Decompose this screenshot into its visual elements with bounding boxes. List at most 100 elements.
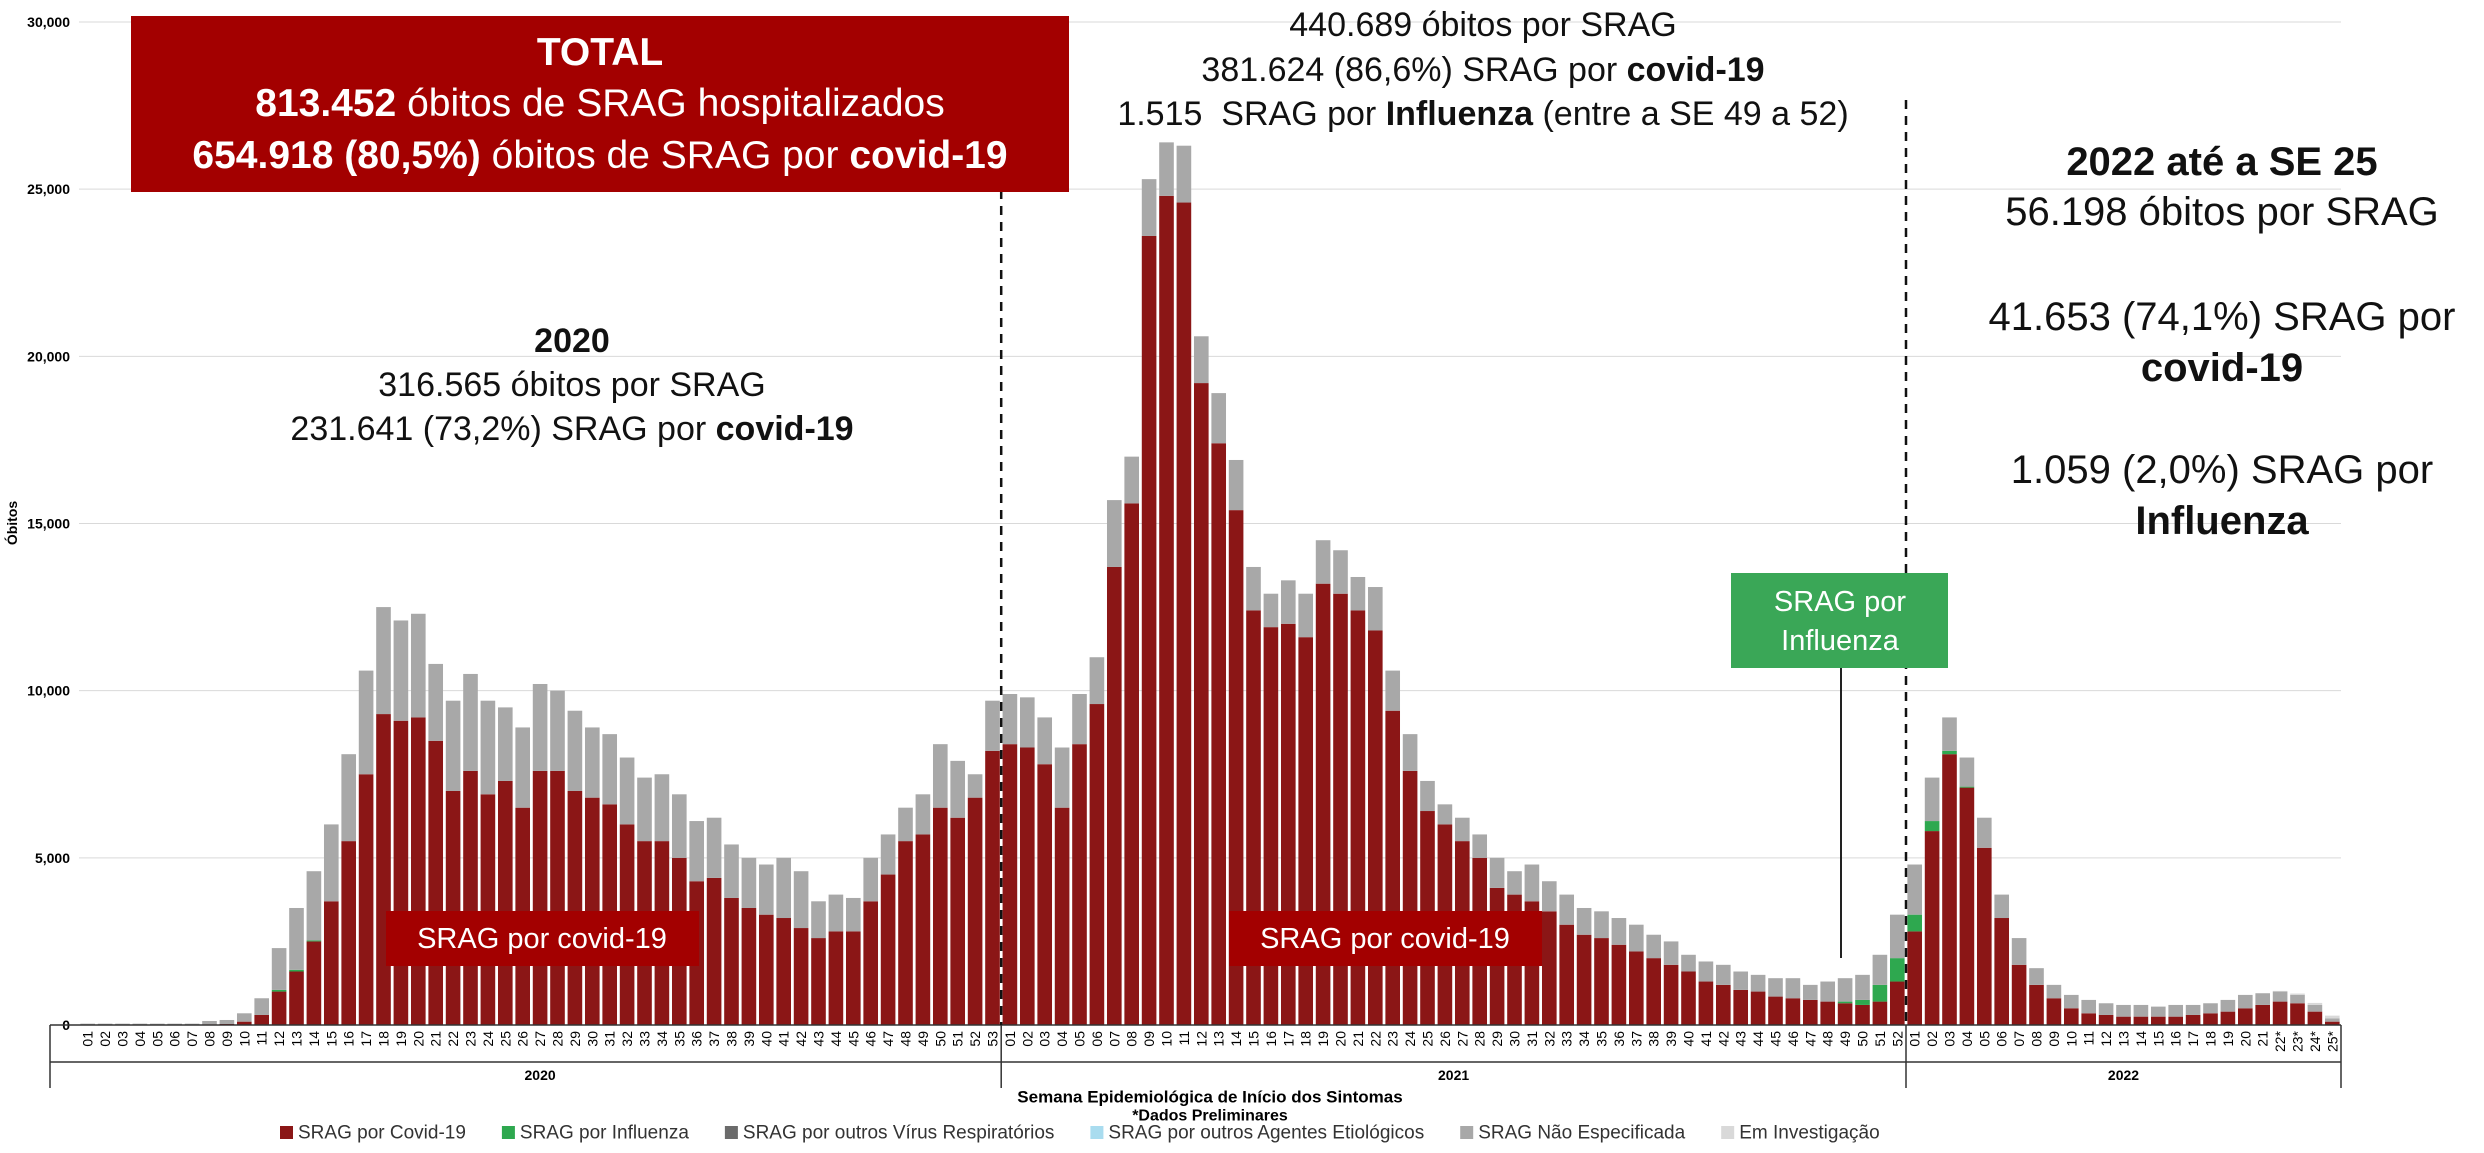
x-tick-label: 52 — [967, 1031, 983, 1047]
annotation-text: 316.565 óbitos por SRAG — [378, 366, 765, 404]
x-tick-label: 19 — [2220, 1031, 2236, 1047]
x-tick-label: 40 — [1681, 1031, 1697, 1047]
y-tick-label: 20,000 — [27, 348, 70, 364]
annotation-line: SRAG por — [1774, 586, 1906, 618]
bar-segment — [1193, 336, 1209, 384]
bar-segment — [2237, 994, 2253, 1009]
x-tick-label: 14 — [1228, 1031, 1244, 1047]
bar-segment — [567, 790, 583, 1025]
bar-segment — [236, 1021, 252, 1025]
bar-segment — [2116, 1004, 2131, 1017]
bar-segment — [985, 750, 1000, 1025]
x-tick-label: 35 — [1594, 1031, 1610, 1047]
bar-segment — [1072, 744, 1087, 1025]
bar-segment — [1681, 971, 1696, 1025]
bar-segment — [1959, 757, 1975, 787]
legend-item: SRAG por Covid-19 — [280, 1123, 466, 1144]
legend-swatch — [1090, 1126, 1104, 1139]
annotation-text: 1.515 SRAG por — [1117, 95, 1385, 133]
bar-segment — [1594, 938, 1609, 1025]
bar-segment — [793, 928, 809, 1025]
x-tick-label: 01 — [80, 1031, 96, 1047]
x-tick-label: 25 — [1420, 1031, 1436, 1047]
x-tick-label: 42 — [793, 1031, 809, 1047]
x-tick-label: 05 — [149, 1031, 165, 1047]
y-tick-label: 5,000 — [35, 850, 70, 866]
bar-segment — [1576, 934, 1592, 1025]
bar-segment — [2133, 1016, 2149, 1025]
x-tick-label: 38 — [1646, 1031, 1662, 1047]
annotation: TOTAL 813.452 óbitos de SRAG hospitalizad… — [131, 16, 1069, 192]
x-tick-label: 26 — [1437, 1031, 1453, 1047]
bar-segment — [706, 817, 722, 878]
bar-segment — [811, 901, 826, 939]
bar-segment — [376, 607, 391, 715]
bar-segment — [724, 844, 739, 898]
x-tick-label: 16 — [2168, 1031, 2184, 1047]
note: *Dados Preliminares — [1132, 1108, 1288, 1125]
bar-segment — [671, 794, 687, 858]
bar-segment — [358, 670, 374, 775]
bar-segment — [1924, 831, 1940, 1025]
bar-segment — [2150, 1006, 2166, 1017]
bar-segment — [2324, 1018, 2340, 1022]
bar-segment — [1611, 918, 1627, 945]
bar-segment — [1054, 807, 1070, 1025]
bar-segment — [254, 1014, 270, 1025]
bar-segment — [2290, 994, 2305, 1004]
y-tick-label: 25,000 — [27, 181, 70, 197]
x-tick-label: 05 — [1976, 1031, 1992, 1047]
x-tick-label: 44 — [828, 1031, 844, 1047]
bar-segment — [1750, 991, 1766, 1025]
bar-segment — [1733, 989, 1749, 1025]
x-tick-label: 31 — [602, 1031, 618, 1047]
bar-segment — [410, 717, 426, 1025]
bar-segment — [1889, 958, 1905, 982]
bar-segment — [515, 727, 531, 808]
x-tick-label: 52 — [1889, 1031, 1905, 1047]
bar-segment — [828, 894, 844, 932]
annotation-text: 654.918 (80,5%) — [192, 134, 480, 177]
x-tick-label: 24* — [2307, 1030, 2323, 1052]
bar-segment — [1541, 911, 1557, 1025]
x-tick-label: 41 — [776, 1031, 792, 1047]
bar-segment — [811, 938, 826, 1025]
bar-segment — [1333, 550, 1348, 594]
bar-segment — [2168, 1016, 2184, 1025]
bar-segment — [1594, 911, 1609, 939]
bar-segment — [2203, 1013, 2218, 1025]
x-tick-label: 08 — [1124, 1031, 1140, 1047]
bar-segment — [1559, 924, 1575, 1025]
bar-segment — [1298, 593, 1314, 638]
x-tick-label: 07 — [2011, 1031, 2027, 1047]
legend-swatch — [1460, 1126, 1474, 1139]
bar-segment — [1942, 750, 1957, 755]
bar-segment — [1837, 978, 1853, 1002]
bar-segment — [950, 760, 966, 818]
bar-segment — [1802, 999, 1818, 1025]
bar-segment — [2324, 1015, 2340, 1019]
annotation-line: 2020 — [534, 322, 610, 360]
bar-segment — [1750, 974, 1766, 992]
x-tick-label: 39 — [1663, 1031, 1679, 1047]
bar-segment — [1924, 821, 1940, 832]
bar-segment — [1159, 142, 1174, 196]
annotation-text: SRAG por covid-19 — [1260, 923, 1510, 955]
bar-segment — [2307, 1004, 2323, 1012]
x-tick-label: 28 — [550, 1031, 566, 1047]
bar-segment — [2272, 990, 2288, 992]
x-tick-label: 18 — [2203, 1031, 2219, 1047]
bar-segment — [1298, 637, 1314, 1025]
annotation-box — [1229, 911, 1542, 966]
bar-segment — [706, 877, 722, 1025]
annotation-box — [386, 911, 699, 966]
bar-segment — [1037, 764, 1053, 1025]
x-tick-label: 23* — [2290, 1030, 2306, 1052]
bar-segment — [932, 744, 948, 808]
x-tick-label: 47 — [1802, 1031, 1818, 1047]
bar-segment — [1350, 576, 1366, 611]
x-tick-label: 16 — [341, 1031, 357, 1047]
x-tick-label: 29 — [1489, 1031, 1505, 1047]
bar-segment — [480, 700, 496, 795]
bar-segment — [1002, 744, 1018, 1025]
